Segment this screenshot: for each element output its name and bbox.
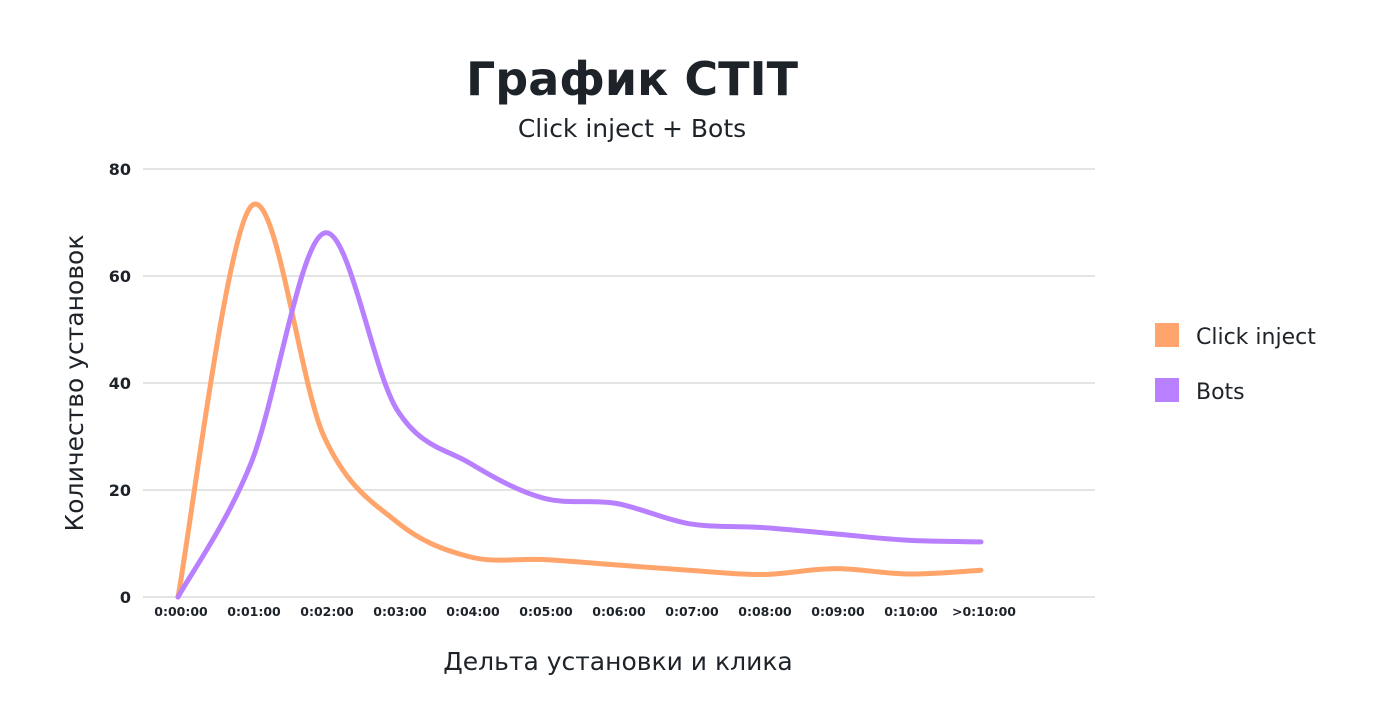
- series-line-bots: [175, 230, 984, 600]
- x-tick-label: >0:10:00: [952, 604, 1016, 619]
- gridlines: [143, 168, 1095, 598]
- y-tick-label: 80: [109, 160, 131, 179]
- x-tick-label: 0:05:00: [519, 604, 573, 619]
- x-axis-label: Дельта установки и клика: [443, 647, 793, 676]
- series-lines: [175, 201, 984, 600]
- y-axis-label: Количество установок: [60, 235, 89, 532]
- x-tick-label: 0:00:00: [154, 604, 208, 619]
- legend-swatch-bots: [1155, 378, 1179, 402]
- x-tick-label: 0:10:00: [884, 604, 938, 619]
- y-axis-ticks: 0 20 40 60 80: [109, 160, 131, 607]
- x-tick-label: 0:07:00: [665, 604, 719, 619]
- chart-title: График CTIT: [466, 52, 799, 106]
- series-line-click-inject: [175, 201, 984, 600]
- x-tick-label: 0:04:00: [446, 604, 500, 619]
- x-tick-label: 0:08:00: [738, 604, 792, 619]
- y-tick-label: 20: [109, 481, 131, 500]
- x-axis-ticks: 0:00:00 0:01:00 0:02:00 0:03:00 0:04:00 0:05:…: [154, 604, 1016, 619]
- x-tick-label: 0:06:00: [592, 604, 646, 619]
- legend-label-click-inject: Click inject: [1196, 325, 1316, 350]
- x-tick-label: 0:03:00: [373, 604, 427, 619]
- chart-subtitle: Click inject + Bots: [518, 114, 746, 143]
- y-tick-label: 60: [109, 267, 131, 286]
- x-tick-label: 0:01:00: [227, 604, 281, 619]
- y-tick-label: 0: [120, 588, 131, 607]
- legend: Click inject Bots: [1155, 323, 1316, 405]
- y-tick-label: 40: [109, 374, 131, 393]
- x-tick-label: 0:09:00: [811, 604, 865, 619]
- x-tick-label: 0:02:00: [300, 604, 354, 619]
- legend-swatch-click-inject: [1155, 323, 1179, 347]
- legend-label-bots: Bots: [1196, 380, 1245, 405]
